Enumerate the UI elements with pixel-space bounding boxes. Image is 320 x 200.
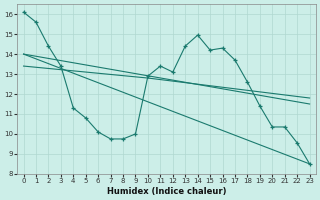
X-axis label: Humidex (Indice chaleur): Humidex (Indice chaleur) xyxy=(107,187,226,196)
